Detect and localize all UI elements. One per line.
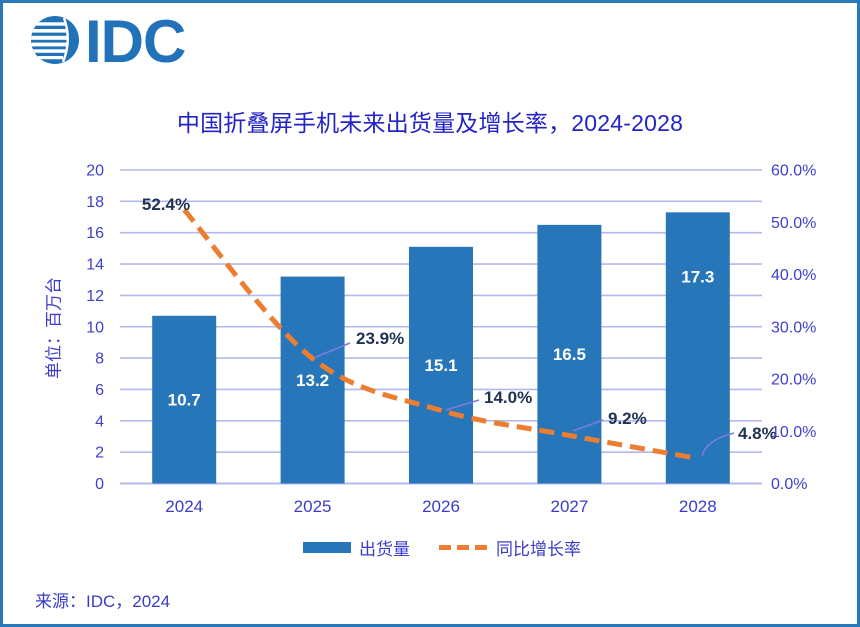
legend-bar-swatch-icon	[303, 541, 351, 553]
growth-label-2026: 14.0%	[484, 388, 532, 407]
left-axis-tick-label: 0	[95, 476, 104, 493]
bar-label-2027: 16.5	[553, 345, 586, 364]
right-axis-tick-label: 0.0%	[771, 476, 807, 493]
bar-2024	[152, 315, 217, 484]
right-axis-tick-label: 30.0%	[771, 319, 816, 336]
left-axis-tick-label: 18	[86, 194, 104, 211]
left-axis-tick-label: 2	[95, 445, 104, 462]
x-axis-tick-label-2024: 2024	[165, 497, 203, 516]
idc-globe-icon	[31, 16, 79, 64]
left-axis-tick-label: 8	[95, 351, 104, 368]
bar-2026	[409, 246, 473, 484]
left-axis-tick-label: 12	[86, 288, 104, 305]
bar-label-2028: 17.3	[681, 267, 714, 286]
label-leader-line	[572, 419, 604, 432]
idc-logo-graphic: IDC	[31, 8, 186, 75]
growth-label-2028: 4.8%	[738, 424, 777, 443]
x-axis-tick-label-2028: 2028	[679, 497, 717, 516]
legend-label-shipments: 出货量	[359, 539, 410, 559]
label-leader-line	[315, 342, 351, 358]
chart-title: 中国折叠屏手机未来出货量及增长率，2024-2028	[176, 110, 684, 136]
right-axis-tick-label: 10.0%	[771, 424, 816, 441]
bar-2028	[665, 212, 730, 484]
x-axis-tick-label-2027: 2027	[550, 497, 588, 516]
bar-label-2026: 15.1	[424, 356, 457, 375]
growth-label-2024: 52.4%	[142, 195, 190, 214]
legend-label-growth-rate: 同比增长率	[496, 539, 581, 559]
idc-logo-text: IDC	[85, 14, 185, 66]
right-axis-tick-label: 60.0%	[771, 163, 816, 180]
left-axis-tick-label: 10	[86, 319, 104, 336]
growth-rate-line	[182, 208, 699, 461]
x-axis-tick-label-2025: 2025	[294, 497, 332, 516]
bar-label-2024: 10.7	[168, 391, 201, 410]
left-axis-tick-label: 14	[86, 257, 104, 274]
growth-label-2025: 23.9%	[356, 329, 404, 348]
bar-2027	[537, 224, 602, 484]
legend-dashed-line-swatch-icon	[439, 544, 487, 550]
source-note: 来源：IDC，2024	[35, 592, 171, 611]
legend: 出货量 同比增长率	[303, 539, 581, 559]
bar-2025	[280, 276, 345, 484]
left-axis-tick-label: 4	[95, 413, 104, 430]
label-leader-line	[701, 432, 735, 457]
left-axis-tick-label: 16	[86, 225, 104, 242]
left-axis-tick-label: 20	[86, 163, 104, 180]
right-axis-tick-label: 40.0%	[771, 267, 816, 284]
growth-label-2027: 9.2%	[608, 409, 647, 428]
left-axis-title: 单位：百万台	[44, 277, 64, 379]
right-axis-tick-label: 50.0%	[771, 215, 816, 232]
x-axis-tick-label-2026: 2026	[422, 497, 460, 516]
bar-label-2025: 13.2	[296, 371, 329, 390]
right-axis-tick-label: 20.0%	[771, 372, 816, 389]
label-leader-line	[445, 399, 480, 411]
idc-logo: IDC	[30, 8, 202, 75]
left-axis-tick-label: 6	[95, 382, 104, 399]
